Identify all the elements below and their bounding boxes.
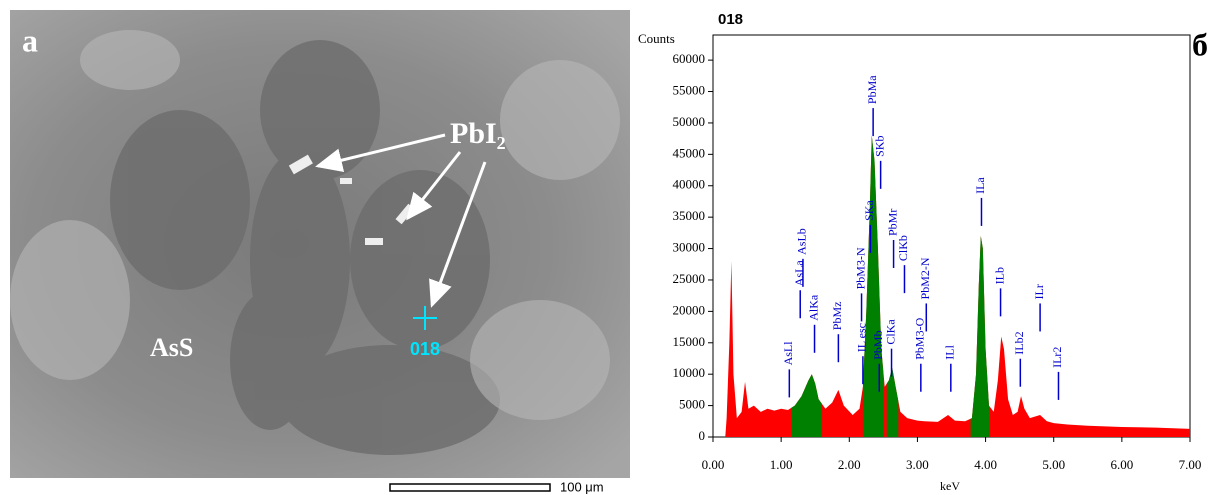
y-tick-label: 45000: [673, 145, 706, 160]
y-tick-label: 5000: [679, 397, 705, 412]
marker-label: ClKb: [896, 235, 910, 261]
marker-label: AlKa: [806, 294, 820, 321]
marker-label: PbMr: [885, 209, 899, 236]
marker-label: PbM2-N: [918, 257, 932, 299]
marker-label: ClKa: [883, 319, 897, 345]
marker-label: PbMa: [865, 75, 879, 104]
y-tick-label: 0: [699, 428, 706, 443]
x-tick-label: 1.00: [770, 457, 793, 472]
y-tick-label: 55000: [673, 83, 706, 98]
marker-label: ILa: [973, 177, 987, 194]
highlight-area: [713, 136, 1190, 438]
marker-label: SKa: [862, 200, 876, 221]
marker-label: IL esc: [855, 323, 869, 352]
scale-label: 100 μm: [560, 479, 604, 494]
marker-label: ILr: [1032, 284, 1046, 299]
spectrum-area: [713, 136, 1190, 438]
y-tick-label: 10000: [673, 365, 706, 380]
x-tick-label: 4.00: [974, 457, 997, 472]
marker-label: PbM3-N: [853, 247, 867, 289]
marker-label: AsLa: [792, 260, 806, 287]
panel-label: б: [1192, 26, 1208, 62]
y-tick-label: 35000: [673, 208, 706, 223]
point-label: 018: [410, 339, 440, 359]
phase-label: PbI₂: [450, 117, 506, 150]
matrix-label: AsS: [150, 333, 193, 362]
page: а PbI₂ AsS 018 100 μm 018 б Counts keV 0…: [0, 0, 1212, 495]
marker-label: SKb: [872, 136, 886, 157]
y-axis-label: Counts: [638, 31, 675, 46]
y-tick-label: 25000: [673, 271, 706, 286]
highlight-area: [713, 136, 1190, 438]
marker-label: ILr2: [1050, 347, 1064, 368]
x-tick-label: 2.00: [838, 457, 861, 472]
y-tick-label: 60000: [673, 51, 706, 66]
spectrum-chart: 018 б Counts keV 0 5000 10000 15000 20000 250…: [638, 11, 1208, 493]
x-tick-label: 0.00: [702, 457, 725, 472]
y-tick-label: 40000: [673, 177, 706, 192]
panel-label: а: [22, 22, 38, 58]
x-tick-label: 5.00: [1042, 457, 1065, 472]
y-tick-label: 30000: [673, 240, 706, 255]
marker-label: PbMz: [830, 302, 844, 331]
marker-label: ILl: [943, 344, 957, 359]
highlight-area: [713, 136, 1190, 438]
y-tick-label: 20000: [673, 302, 706, 317]
micrograph: а PbI₂ AsS 018 100 μm: [10, 10, 630, 494]
marker-label: PbM3-O: [913, 317, 927, 359]
scale-bar: [390, 484, 550, 491]
marker-label: AsLb: [795, 228, 809, 255]
highlight-area: [713, 136, 1190, 438]
x-tick-label: 7.00: [1179, 457, 1202, 472]
y-tick-label: 50000: [673, 114, 706, 129]
x-axis-label: keV: [940, 479, 960, 493]
y-tick-label: 15000: [673, 334, 706, 349]
x-tick-label: 6.00: [1110, 457, 1133, 472]
marker-label: AsLl: [781, 341, 795, 366]
x-tick-label: 3.00: [906, 457, 929, 472]
marker-label: ILb2: [1012, 331, 1026, 354]
marker-label: ILb: [992, 267, 1006, 284]
chart-title: 018: [718, 11, 743, 28]
